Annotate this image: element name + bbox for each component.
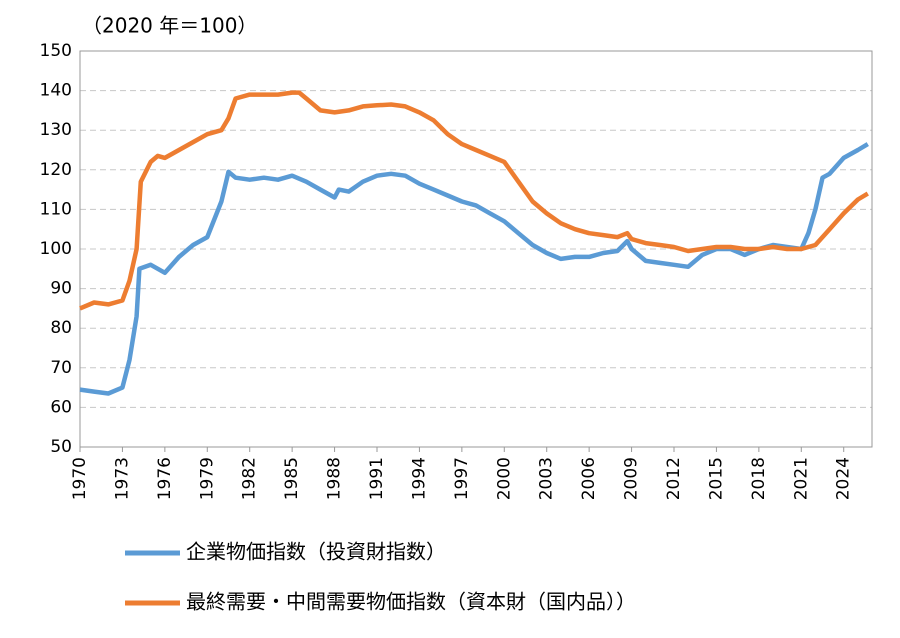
y-tick-label: 100: [40, 239, 72, 259]
y-tick-label: 80: [50, 318, 72, 338]
y-tick-label: 50: [50, 437, 72, 457]
x-tick-label: 2015: [706, 457, 726, 500]
y-tick-label: 110: [40, 199, 72, 219]
plot-frame: [79, 50, 873, 448]
x-tick-label: 2018: [749, 457, 769, 500]
x-tick-label: 2009: [622, 457, 642, 500]
x-tick-label: 1970: [70, 457, 90, 500]
legend-label: 最終需要・中間需要物価指数（資本財（国内品））: [186, 590, 636, 614]
y-tick-label: 150: [40, 41, 72, 61]
x-tick-label: 1997: [452, 457, 472, 500]
y-tick-label: 140: [40, 81, 72, 101]
series-line: [79, 90, 869, 311]
x-tick-label: 2021: [791, 457, 811, 500]
x-tick-label: 1991: [367, 457, 387, 500]
y-tick-label: 130: [40, 120, 72, 140]
x-tick-label: 1976: [155, 457, 175, 500]
x-tick-label: 1994: [409, 457, 429, 500]
y-tick-label: 90: [50, 279, 72, 299]
x-tick-label: 2000: [494, 457, 514, 500]
x-tick-label: 2024: [834, 457, 854, 500]
legend-label: 企業物価指数（投資財指数）: [186, 540, 446, 564]
x-tick-label: 2003: [537, 457, 557, 500]
x-tick-label: 1979: [197, 457, 217, 500]
series-line: [79, 142, 869, 396]
x-tick-label: 1988: [325, 457, 345, 500]
x-tick-label: 1973: [112, 457, 132, 500]
y-tick-label: 70: [50, 358, 72, 378]
chart-title: （2020 年＝100）: [82, 14, 257, 38]
y-tick-label: 120: [40, 160, 72, 180]
x-tick-label: 1982: [240, 457, 260, 500]
y-tick-label: 60: [50, 397, 72, 417]
x-tick-label: 2006: [579, 457, 599, 500]
x-tick-label: 1985: [282, 457, 302, 500]
x-tick-label: 2012: [664, 457, 684, 500]
